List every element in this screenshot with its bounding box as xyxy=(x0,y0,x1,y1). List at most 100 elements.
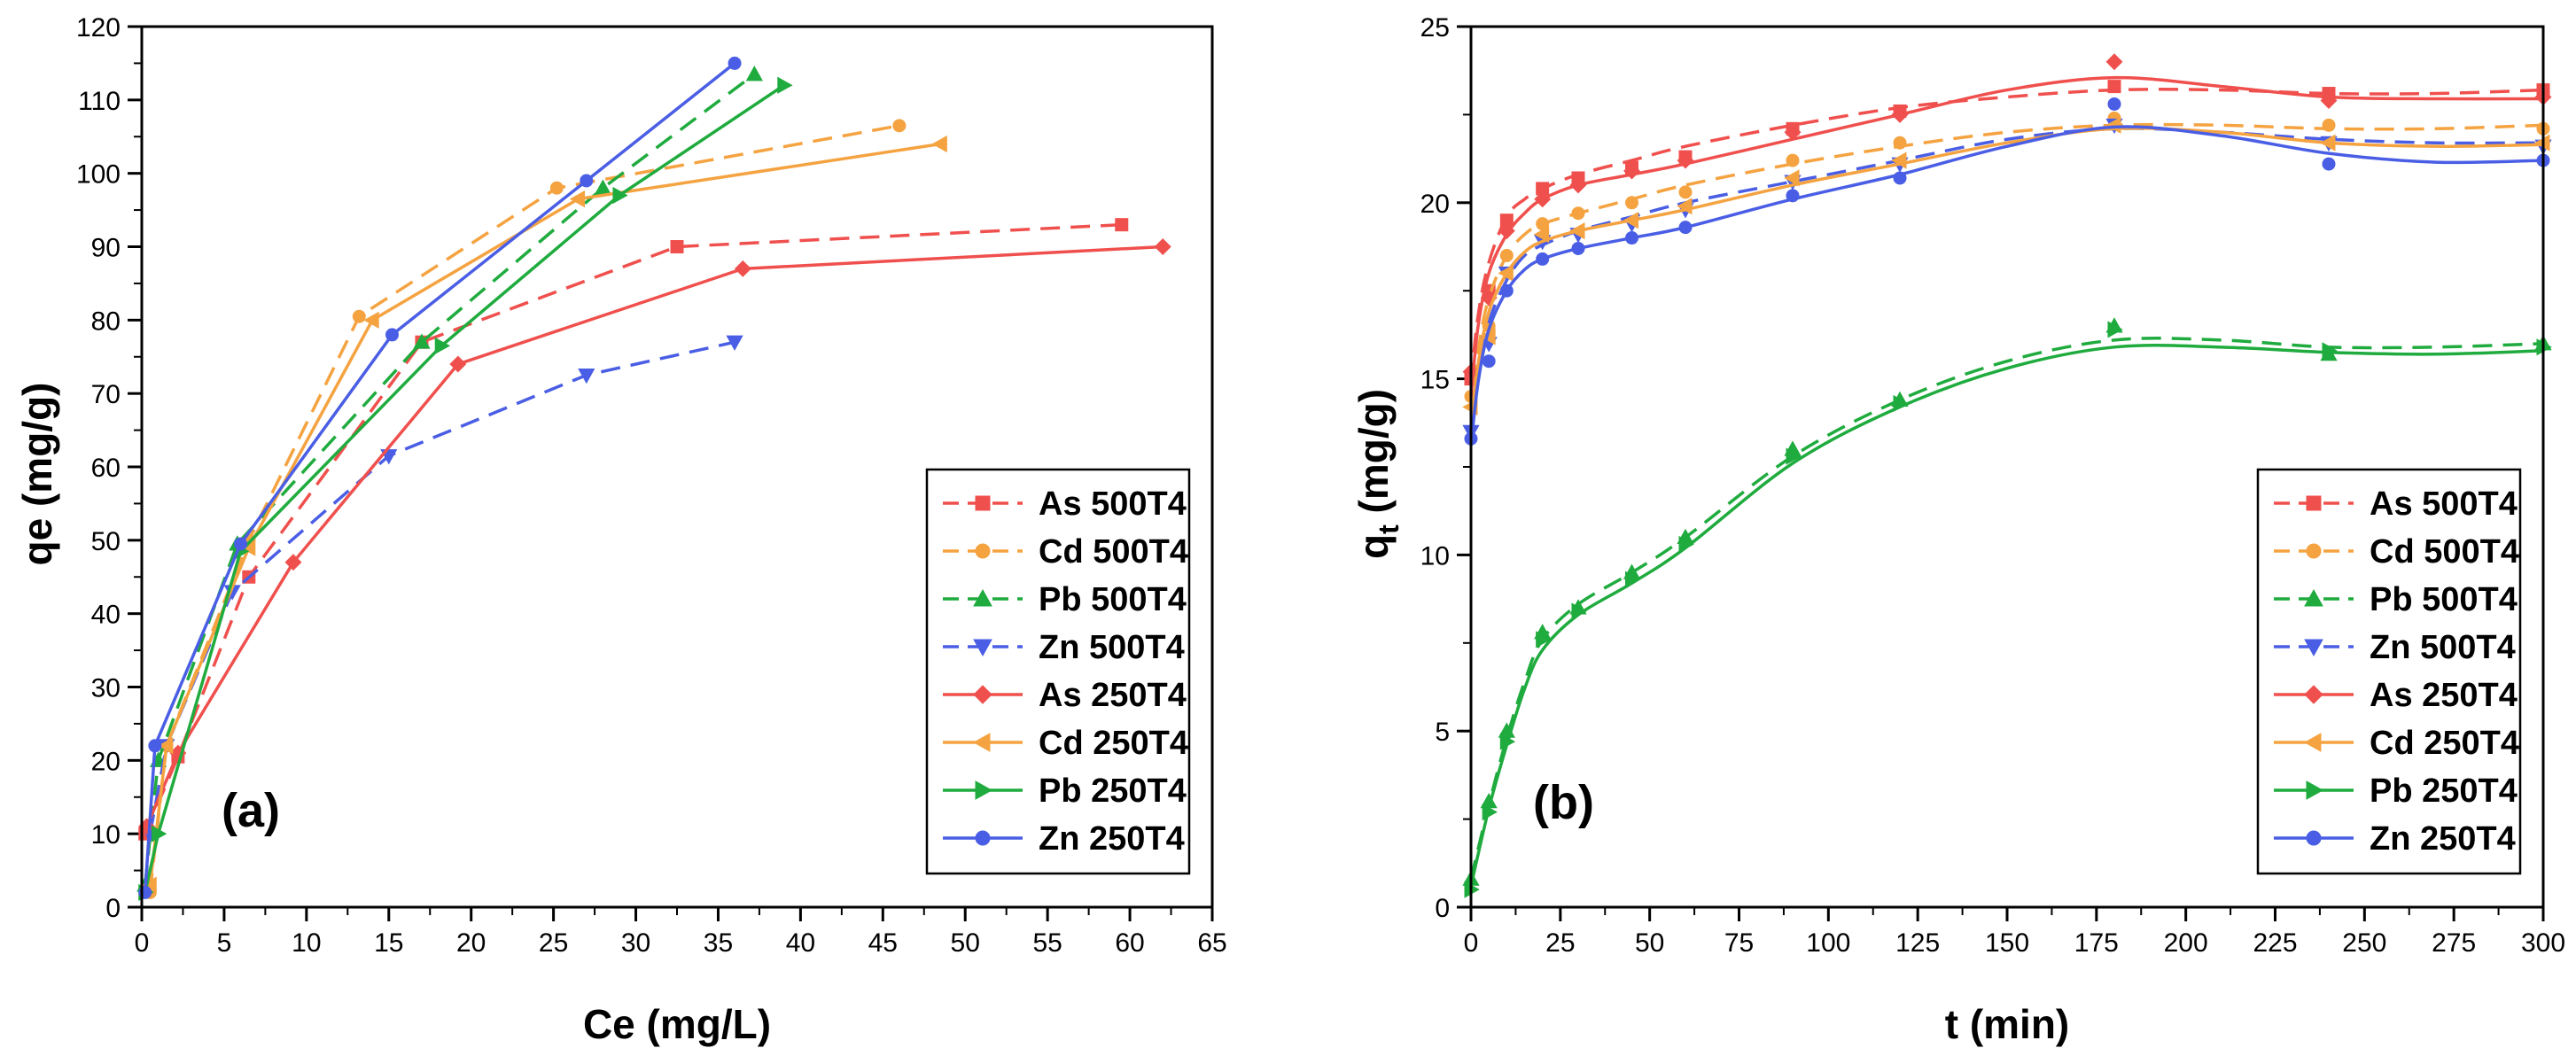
panel-b-point-as-250t4 xyxy=(1623,162,1640,180)
panel-a-axis-ticks: 0 5 10 15 20 25 30 35 40 45 50 55 60 65 0 10 20 30 40 50 60 7… xyxy=(76,13,1227,958)
panel-a-legend-label: Zn 250T4 xyxy=(1039,820,1185,858)
panel-a-point-zn-250t4 xyxy=(580,174,594,188)
panel-a-y-axis-label: qe (mg/g) xyxy=(14,383,60,566)
panel-b-point-cd-250t4 xyxy=(1677,198,1693,215)
panel-b-point-zn-250t4 xyxy=(1536,252,1550,266)
panel-b-point-cd-500t4 xyxy=(1786,153,1800,167)
panel-a-x-tick-label: 50 xyxy=(951,928,980,958)
panel-a-legend-item-zn-500t4: Zn 500T4 xyxy=(943,629,1185,666)
panel-b-point-cd-250t4 xyxy=(1569,222,1585,240)
panel-b-legend-label: As 500T4 xyxy=(2370,485,2518,523)
panel-b-x-tick-label: 75 xyxy=(1724,928,1754,958)
panel-a-x-tick-label: 30 xyxy=(621,928,650,958)
panel-b-y-axis-label-unit: (mg/g) xyxy=(1350,389,1397,524)
panel-a-y-tick-label: 50 xyxy=(91,527,121,556)
panel-a-label: (a) xyxy=(222,784,280,837)
panel-a-x-tick-label: 55 xyxy=(1032,928,1062,958)
panel-a-point-cd-500t4 xyxy=(892,119,907,133)
panel-b-point-as-500t4 xyxy=(2107,80,2121,94)
panel-b-y-tick-label: 25 xyxy=(1420,13,1450,43)
panel-b-x-tick-label: 200 xyxy=(2164,928,2208,958)
panel-b-label: (b) xyxy=(1533,776,1594,829)
panel-b-y-tick-label: 10 xyxy=(1420,541,1450,571)
panel-b-legend-item-cd-250t4: Cd 250T4 xyxy=(2274,725,2519,762)
panel-b-point-pb-250t4 xyxy=(1536,631,1552,648)
panel-a-x-tick-label: 15 xyxy=(374,928,403,958)
panel-a-point-cd-250t4 xyxy=(931,135,947,153)
panel-a-legend-label: Cd 500T4 xyxy=(1039,533,1188,571)
panel-b-y-tick-label: 20 xyxy=(1420,190,1450,219)
panel-b-point-cd-500t4 xyxy=(1625,196,1638,210)
panel-b-legend-item-pb-250t4: Pb 250T4 xyxy=(2274,773,2518,810)
panel-b-legend-label: Zn 500T4 xyxy=(2370,629,2516,666)
panel-a-x-tick-label: 65 xyxy=(1197,928,1226,958)
panel-b-x-tick-label: 175 xyxy=(2074,928,2119,958)
panel-b-legend-item-as-500t4: As 500T4 xyxy=(2274,485,2518,523)
panel-a-legend-swatch-marker xyxy=(973,639,992,657)
panel-b-x-tick-label: 125 xyxy=(1895,928,1940,958)
panel-a-point-pb-500t4 xyxy=(413,333,431,349)
panel-a-legend-swatch-marker xyxy=(972,733,991,752)
panel-a-x-tick-label: 20 xyxy=(456,928,486,958)
panel-a-legend-item-as-250t4: As 250T4 xyxy=(943,677,1187,714)
panel-b-point-cd-500t4 xyxy=(2322,118,2336,132)
panel-b-point-pb-250t4 xyxy=(1499,733,1516,750)
panel-b-legend-label: Pb 500T4 xyxy=(2370,581,2518,618)
panel-a-legend-label: Pb 500T4 xyxy=(1039,581,1187,618)
panel-a-legend-swatch-marker xyxy=(975,830,991,846)
panel-a-line-zn-250t4 xyxy=(143,62,736,893)
panel-b-legend-swatch-marker xyxy=(2304,639,2323,657)
panel-a-point-as-250t4 xyxy=(1154,238,1171,255)
panel-b-point-pb-250t4 xyxy=(1678,535,1694,554)
panel-b-legend-swatch-marker xyxy=(2303,733,2322,752)
panel-b-x-tick-label: 100 xyxy=(1806,928,1850,958)
panel-a-legend-item-zn-250t4: Zn 250T4 xyxy=(943,820,1185,858)
panel-b-point-zn-250t4 xyxy=(1571,241,1585,255)
panel-b-y-axis-label-main: q xyxy=(1350,534,1397,559)
panel-b-x-tick-label: 25 xyxy=(1545,928,1575,958)
panel-b-point-cd-250t4 xyxy=(1891,151,1907,169)
panel-a-line-pb-250t4 xyxy=(144,83,785,893)
panel-a-legend-box xyxy=(925,468,1191,875)
panel-a-legend-label: Pb 250T4 xyxy=(1039,773,1187,810)
panel-b-point-pb-250t4 xyxy=(1625,571,1641,588)
panel-a-legend-swatch-marker xyxy=(975,780,993,800)
panel-a-x-axis-label: Ce (mg/L) xyxy=(583,1001,771,1047)
panel-a-point-pb-250t4 xyxy=(434,337,451,354)
panel-a-y-tick-label: 10 xyxy=(91,820,121,850)
panel-b-y-tick-label: 5 xyxy=(1435,718,1450,747)
panel-b-series-cd-500t4 xyxy=(1464,111,2550,415)
panel-a-point-cd-250t4 xyxy=(363,311,379,329)
panel-b-y-axis-label-sub: t xyxy=(1373,524,1405,534)
panel-a-y-tick-label: 100 xyxy=(76,160,121,190)
panel-b-point-pb-250t4 xyxy=(1482,804,1498,821)
panel-a-x-tick-label: 10 xyxy=(292,928,321,958)
panel-b-series-cd-250t4 xyxy=(1462,116,2550,429)
panel-a-point-zn-500t4 xyxy=(726,335,743,351)
panel-a-y-tick-label: 20 xyxy=(91,747,121,776)
panel-b-x-tick-label: 0 xyxy=(1464,928,1479,958)
panel-a-y-tick-label: 60 xyxy=(91,454,121,483)
panel-a-y-tick-label: 80 xyxy=(91,307,121,336)
panel-a-x-tick-label: 5 xyxy=(217,928,232,958)
panel-b-point-cd-250t4 xyxy=(1623,212,1638,229)
panel-b-point-cd-500t4 xyxy=(1571,206,1585,221)
panel-b-point-cd-250t4 xyxy=(1784,169,1800,187)
panel-a-legend-label: Cd 250T4 xyxy=(1039,725,1188,762)
panel-a-point-as-250t4 xyxy=(449,355,467,373)
panel-a-point-cd-500t4 xyxy=(352,309,366,323)
panel-b-x-tick-label: 150 xyxy=(1985,928,2029,958)
panel-b-point-cd-500t4 xyxy=(1678,185,1693,199)
panel-b-point-as-250t4 xyxy=(1534,190,1552,208)
panel-a-legend-swatch-marker xyxy=(973,588,992,607)
panel-b-point-cd-500t4 xyxy=(1893,136,1907,150)
panel-b-point-zn-250t4 xyxy=(1482,354,1496,369)
panel-a-line-cd-250t4 xyxy=(148,142,941,886)
panel-b-legend-swatch-marker xyxy=(2304,588,2323,607)
panel-a-line-as-250t4 xyxy=(144,245,1163,827)
panel-a-point-pb-250t4 xyxy=(777,76,793,94)
panel-a-point-cd-250t4 xyxy=(158,737,174,755)
panel-a-point-as-500t4 xyxy=(670,240,684,253)
panel-b-legend-swatch-marker xyxy=(2306,830,2322,846)
